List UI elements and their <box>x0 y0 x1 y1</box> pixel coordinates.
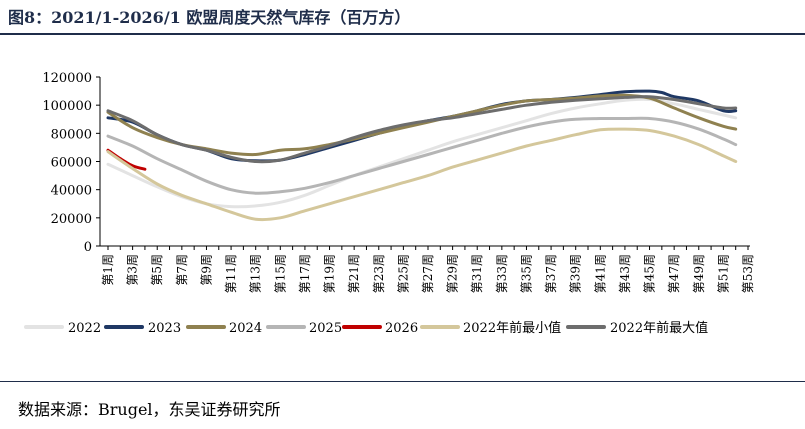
legend-label: 2024 <box>229 321 262 336</box>
source-note: 数据来源：Brugel，东吴证券研究所 <box>18 400 281 419</box>
figure-title: 图8：2021/1-2026/1 欧盟周度天然气库存（百万方） <box>8 8 411 27</box>
x-tick-label: 第19周 <box>323 254 337 293</box>
legend-label: 2022 <box>68 321 101 336</box>
x-tick-label: 第25周 <box>396 254 410 293</box>
x-tick-label: 第39周 <box>569 254 583 293</box>
y-tick-label: 40000 <box>51 184 92 199</box>
x-tick-label: 第15周 <box>273 254 287 293</box>
series-line-2 <box>106 93 738 157</box>
legend-label: 2025 <box>309 321 342 336</box>
line-chart: 020000400006000080000100000120000第1周 第3周第… <box>24 71 755 336</box>
x-tick-label: 第29周 <box>446 254 460 293</box>
x-tick-label: 第53周 <box>741 254 755 293</box>
x-tick-label: 第21周 <box>347 254 361 293</box>
x-tick-label: 第11周 <box>224 254 238 293</box>
x-tick-label: 第17周 <box>298 254 312 293</box>
legend-label: 2026 <box>385 321 418 336</box>
x-tick-label: 第45周 <box>643 254 657 293</box>
x-tick-label: 第9周 <box>199 254 213 286</box>
y-tick-label: 80000 <box>51 127 92 142</box>
x-tick-label: 第3周 <box>126 254 140 286</box>
x-tick-label: 第5周 <box>150 254 164 286</box>
legend-label: 2023 <box>148 321 181 336</box>
x-tick-label: 第33周 <box>495 254 509 293</box>
x-tick-label: 第27周 <box>421 254 435 293</box>
x-tick-label: 第41周 <box>593 254 607 293</box>
y-tick-label: 120000 <box>42 71 92 86</box>
x-tick-label: 第37周 <box>544 254 558 293</box>
legend-label: 2022年前最小值 <box>463 320 561 336</box>
x-tick-label: 第13周 <box>249 254 263 293</box>
x-tick-label: 第1周 <box>101 254 115 286</box>
legend-label: 2022年前最大值 <box>610 320 708 336</box>
x-tick-label: 第51周 <box>716 254 730 293</box>
series-line-6 <box>106 95 738 164</box>
y-tick-label: 20000 <box>51 212 92 227</box>
title-divider <box>0 33 805 35</box>
series-line-0 <box>106 97 738 209</box>
x-tick-label: 第35周 <box>519 254 533 293</box>
x-tick-label: 第47周 <box>667 254 681 293</box>
x-tick-label: 第31周 <box>470 254 484 293</box>
x-tick-label: 第7周 <box>175 254 189 286</box>
source-divider <box>0 381 805 382</box>
series-line-5 <box>106 127 738 222</box>
series-line-3 <box>106 116 738 195</box>
y-tick-label: 0 <box>84 240 92 255</box>
x-tick-label: 第49周 <box>692 254 706 293</box>
x-tick-label: 第43周 <box>618 254 632 293</box>
x-tick-label: 第23周 <box>372 254 386 293</box>
y-tick-label: 100000 <box>42 99 92 114</box>
y-tick-label: 60000 <box>51 156 92 171</box>
